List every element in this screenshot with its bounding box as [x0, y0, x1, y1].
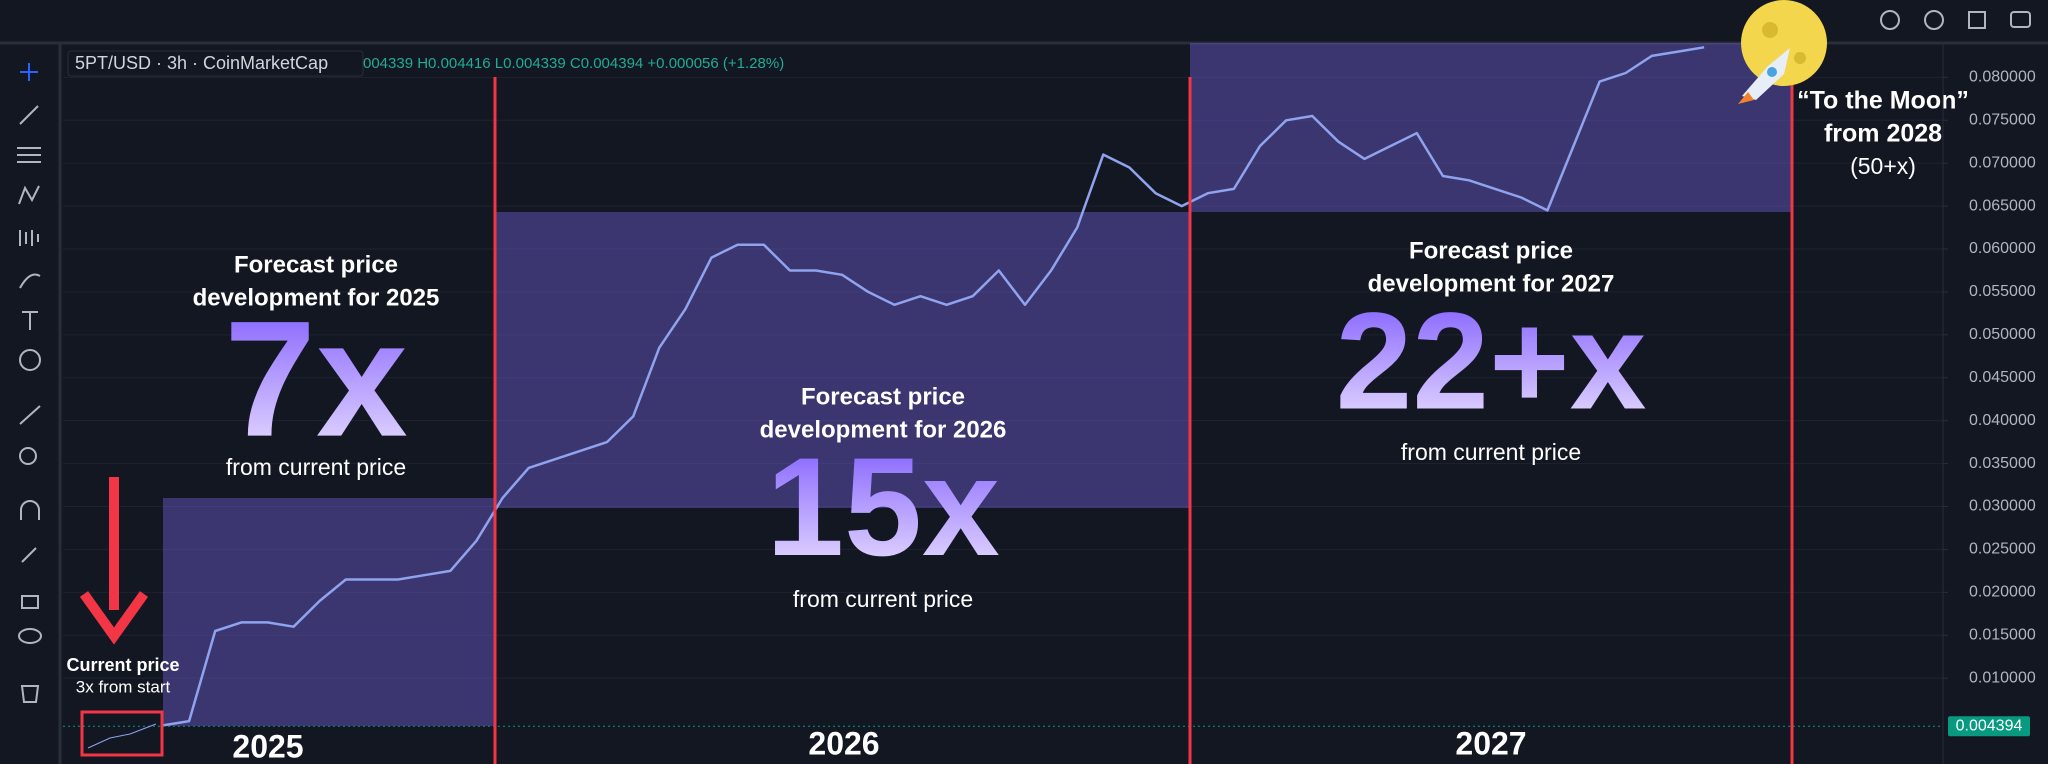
top-bar	[0, 0, 2048, 43]
year-label: 2027	[1455, 725, 1526, 761]
ohlc: 004339 H0.004416 L0.004339 C0.004394 +0.…	[363, 55, 784, 72]
y-tick-label: 0.075000	[1969, 111, 2036, 128]
plot	[63, 46, 1943, 727]
y-tick-label: 0.080000	[1969, 69, 2036, 86]
moon-crater	[1762, 22, 1778, 38]
price-axis: 0.010000 0.015000 0.020000 0.025000 0.030000…	[1943, 69, 2036, 737]
forecast-note: from current price	[1401, 439, 1581, 465]
current-price-label: Current price	[66, 655, 179, 675]
y-tick-label: 0.020000	[1969, 584, 2036, 601]
visibility-tool[interactable]	[18, 628, 42, 644]
current-price-note: 3x from start	[76, 677, 171, 696]
zone-2027	[1190, 43, 1792, 212]
y-tick-label: 0.055000	[1969, 283, 2036, 300]
start-box	[80, 710, 164, 757]
lock-tool[interactable]	[21, 595, 39, 609]
rocket	[1738, 48, 1790, 104]
forecast-multiple: 22+x	[1336, 284, 1647, 438]
forecast-heading: Forecast price	[234, 251, 398, 278]
fib-tool[interactable]	[17, 147, 41, 163]
forecast-multiple: 7x	[224, 287, 408, 471]
y-tick-label: 0.065000	[1969, 197, 2036, 214]
forecast-multiple: 15x	[766, 428, 1000, 585]
trendline-tool[interactable]	[19, 105, 39, 125]
y-tick-label: 0.050000	[1969, 326, 2036, 343]
snapshot-icon[interactable]	[2010, 11, 2031, 28]
forecast-heading: development for 2026	[760, 416, 1007, 443]
forecast-note: from current price	[226, 454, 406, 480]
y-tick-label: 0.045000	[1969, 369, 2036, 386]
y-tick-label: 0.010000	[1969, 669, 2036, 686]
emoji-tool[interactable]	[19, 349, 41, 371]
y-tick-label: 0.060000	[1969, 240, 2036, 257]
y-tick-label: 0.070000	[1969, 154, 2036, 171]
delete-tool[interactable]	[20, 685, 40, 703]
zone-2025	[163, 498, 495, 726]
top-icons	[1880, 10, 2031, 30]
y-tick-label: 0.040000	[1969, 412, 2036, 429]
mini-chart	[87, 723, 157, 749]
y-tick-label: 0.035000	[1969, 455, 2036, 472]
brush-tool[interactable]	[19, 273, 41, 289]
replay-icon[interactable]	[1880, 10, 1900, 30]
last-price-badge	[1948, 716, 2030, 737]
pattern-tool[interactable]	[18, 185, 40, 205]
moon-multiple: (50+x)	[1850, 153, 1916, 179]
fullscreen-icon[interactable]	[1968, 11, 1986, 29]
y-tick-label: 0.015000	[1969, 626, 2036, 643]
text-tool[interactable]	[22, 311, 38, 330]
forecast-heading: Forecast price	[801, 383, 965, 410]
moon-note: from 2028	[1824, 120, 1942, 148]
year-label: 2025	[232, 728, 303, 764]
ruler-tool[interactable]	[19, 405, 41, 425]
symbol: 5PT/USD · 3h · CoinMarketCap	[75, 53, 328, 73]
forecast-heading: development for 2025	[193, 284, 440, 311]
settings-icon[interactable]	[1924, 10, 1944, 30]
zoom-tool[interactable]	[19, 447, 37, 465]
year-label: 2026	[808, 725, 879, 761]
symbol-box[interactable]	[67, 50, 364, 77]
forecast-heading: Forecast price	[1409, 237, 1573, 264]
price-line	[162, 46, 1705, 727]
left-toolbar	[17, 63, 42, 703]
grid	[63, 76, 1943, 679]
y-tick-label: 0.025000	[1969, 541, 2036, 558]
magnet-tool[interactable]	[20, 500, 40, 520]
moon-crater	[1794, 52, 1806, 64]
zone-2026	[496, 212, 1190, 508]
arrow-head	[79, 591, 149, 645]
y-tick-label: 0.030000	[1969, 498, 2036, 515]
crosshair-tool[interactable]	[20, 63, 38, 81]
projection-tool[interactable]	[19, 230, 39, 246]
draw-mode-tool[interactable]	[21, 547, 37, 563]
forecast-note: from current price	[793, 586, 973, 612]
moon	[1741, 0, 1827, 86]
forecast-heading: development for 2027	[1368, 270, 1615, 297]
last-price-label: 0.004394	[1956, 718, 2023, 735]
moon-title: “To the Moon”	[1797, 87, 1969, 115]
